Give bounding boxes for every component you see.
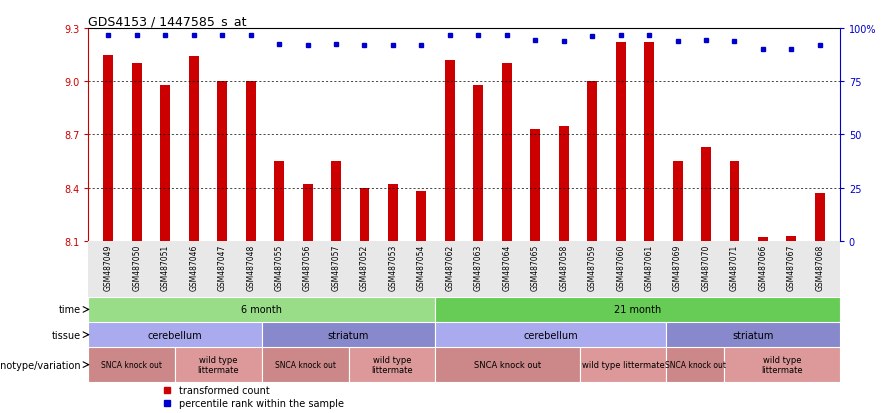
Text: 21 month: 21 month xyxy=(613,305,661,315)
Bar xyxy=(644,43,654,241)
Text: wild type
littermate: wild type littermate xyxy=(371,355,413,375)
Bar xyxy=(701,147,711,241)
Text: striatum: striatum xyxy=(328,330,370,340)
Text: GSM487067: GSM487067 xyxy=(787,244,796,290)
Text: GSM487051: GSM487051 xyxy=(161,244,170,290)
Bar xyxy=(615,43,626,241)
Text: GSM487047: GSM487047 xyxy=(217,244,226,290)
Text: 6 month: 6 month xyxy=(241,305,282,315)
Text: GSM487055: GSM487055 xyxy=(275,244,284,290)
Bar xyxy=(435,347,580,382)
Text: GSM487063: GSM487063 xyxy=(474,244,483,290)
Bar xyxy=(559,126,568,241)
Text: transformed count: transformed count xyxy=(179,385,270,394)
Bar xyxy=(388,185,398,241)
Text: GSM487053: GSM487053 xyxy=(388,244,398,290)
Text: percentile rank within the sample: percentile rank within the sample xyxy=(179,398,344,408)
Bar xyxy=(435,297,840,322)
Bar xyxy=(302,185,313,241)
Bar xyxy=(667,347,724,382)
Text: GSM487056: GSM487056 xyxy=(303,244,312,290)
Text: GDS4153 / 1447585_s_at: GDS4153 / 1447585_s_at xyxy=(88,15,247,28)
Text: GSM487058: GSM487058 xyxy=(560,244,568,290)
Text: SNCA knock out: SNCA knock out xyxy=(665,360,726,369)
Text: GSM487060: GSM487060 xyxy=(616,244,625,290)
Bar xyxy=(815,193,825,241)
Text: GSM487069: GSM487069 xyxy=(673,244,682,290)
Text: GSM487059: GSM487059 xyxy=(588,244,597,290)
Text: GSM487046: GSM487046 xyxy=(189,244,198,290)
Text: GSM487057: GSM487057 xyxy=(332,244,340,290)
Text: GSM487054: GSM487054 xyxy=(417,244,426,290)
Text: GSM487050: GSM487050 xyxy=(133,244,141,290)
Bar xyxy=(274,161,284,241)
Text: GSM487052: GSM487052 xyxy=(360,244,369,290)
Bar xyxy=(88,322,262,347)
Bar xyxy=(262,322,435,347)
Text: wild type
littermate: wild type littermate xyxy=(198,355,240,375)
Text: cerebellum: cerebellum xyxy=(523,330,578,340)
Bar xyxy=(729,161,740,241)
Text: genotype/variation: genotype/variation xyxy=(0,360,81,370)
Text: striatum: striatum xyxy=(733,330,774,340)
Bar xyxy=(246,82,255,241)
Bar xyxy=(217,82,227,241)
Text: GSM487049: GSM487049 xyxy=(103,244,113,290)
Text: GSM487065: GSM487065 xyxy=(530,244,540,290)
Text: GSM487048: GSM487048 xyxy=(246,244,255,290)
Bar xyxy=(530,130,540,241)
Text: cerebellum: cerebellum xyxy=(148,330,202,340)
Bar xyxy=(88,347,175,382)
Bar xyxy=(502,64,512,241)
Bar xyxy=(262,347,348,382)
Bar xyxy=(188,57,199,241)
Text: GSM487066: GSM487066 xyxy=(758,244,767,290)
Bar xyxy=(175,347,262,382)
Text: GSM487070: GSM487070 xyxy=(702,244,711,290)
Text: time: time xyxy=(58,305,81,315)
Bar xyxy=(667,322,840,347)
Bar xyxy=(580,347,667,382)
Bar xyxy=(787,236,796,241)
Bar xyxy=(348,347,435,382)
Text: SNCA knock out: SNCA knock out xyxy=(474,360,541,369)
Text: SNCA knock out: SNCA knock out xyxy=(275,360,336,369)
Text: GSM487061: GSM487061 xyxy=(644,244,653,290)
Text: GSM487062: GSM487062 xyxy=(446,244,454,290)
Bar xyxy=(673,161,682,241)
Text: GSM487068: GSM487068 xyxy=(815,244,825,290)
Bar xyxy=(331,161,341,241)
Bar xyxy=(473,85,484,241)
Text: wild type
littermate: wild type littermate xyxy=(761,355,803,375)
Bar xyxy=(758,238,768,241)
Text: GSM487071: GSM487071 xyxy=(730,244,739,290)
Bar xyxy=(587,82,598,241)
Bar xyxy=(435,322,667,347)
Bar xyxy=(132,64,141,241)
Bar xyxy=(88,297,435,322)
Text: SNCA knock out: SNCA knock out xyxy=(102,360,163,369)
Text: wild type littermate: wild type littermate xyxy=(582,360,665,369)
Bar xyxy=(416,192,426,241)
Bar xyxy=(724,347,840,382)
Bar xyxy=(160,85,171,241)
Bar xyxy=(360,188,370,241)
Text: tissue: tissue xyxy=(52,330,81,340)
Bar xyxy=(103,55,113,241)
Text: GSM487064: GSM487064 xyxy=(502,244,511,290)
Bar xyxy=(445,61,455,241)
